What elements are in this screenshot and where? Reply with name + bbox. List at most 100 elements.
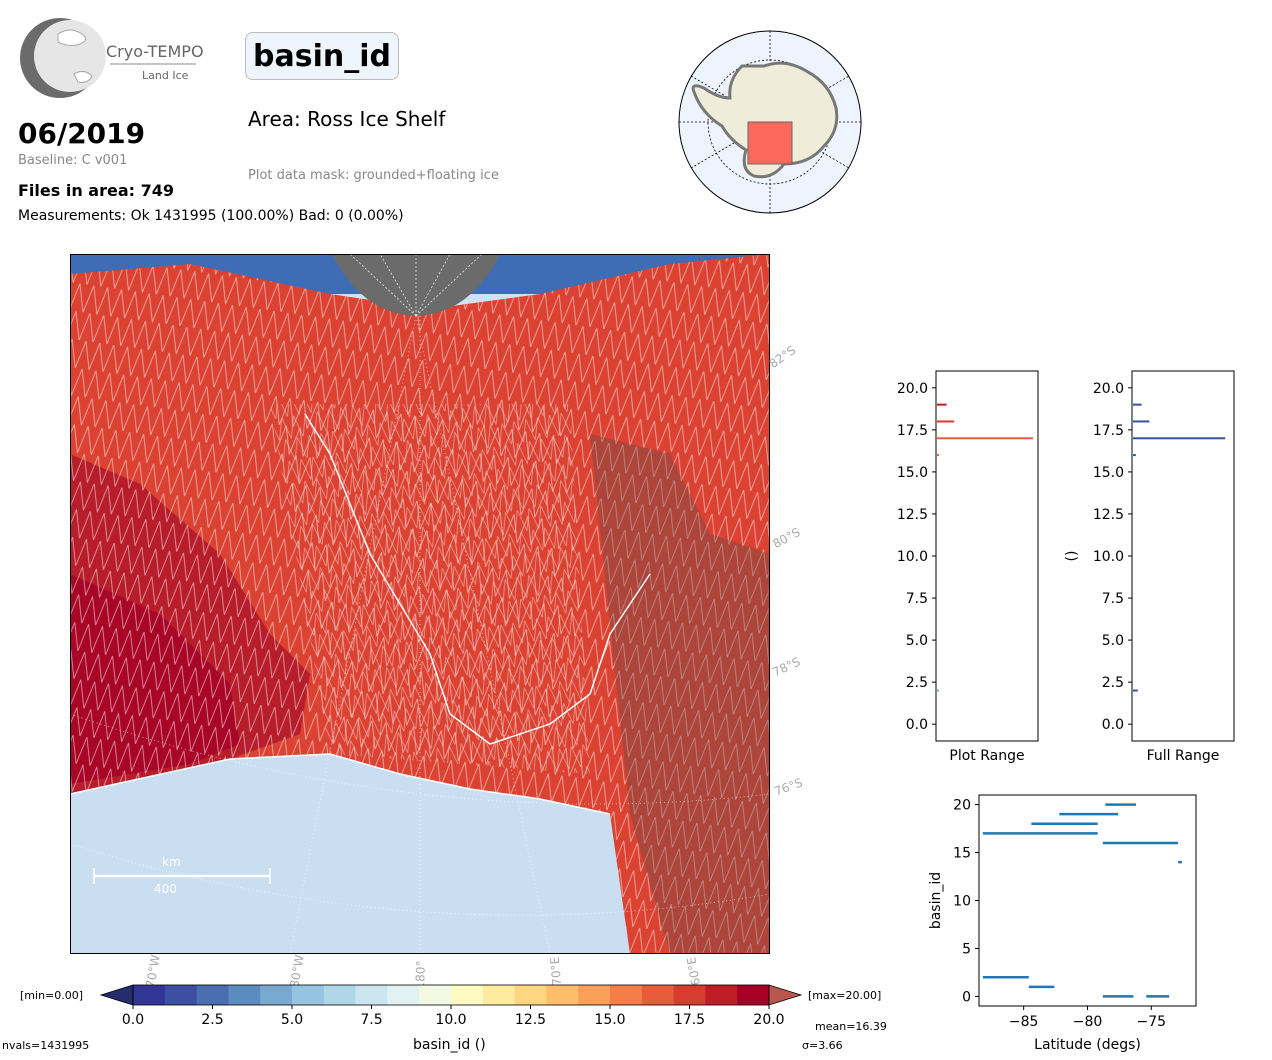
- colorbar-cell: [133, 985, 166, 1005]
- y-tick-label: 10.0: [1093, 549, 1124, 565]
- colorbar-tick-label: 5.0: [281, 1012, 303, 1028]
- colorbar-tick-label: 2.5: [201, 1012, 223, 1028]
- colorbar-min-label: [min=0.00]: [20, 989, 83, 1002]
- y-tick-label: 0.0: [906, 717, 928, 733]
- y-tick-label: 5.0: [906, 633, 928, 649]
- y-tick-label: 0.0: [1102, 717, 1124, 733]
- colorbar-cell: [610, 985, 643, 1005]
- histogram-bar: [1133, 689, 1138, 692]
- files-count: Files in area: 749: [18, 181, 174, 200]
- colorbar-over-arrow: [768, 984, 803, 1006]
- x-tick-label: −75: [1137, 1014, 1167, 1030]
- logo-sub: Land Ice: [142, 69, 189, 82]
- parameter-title: basin_id: [245, 32, 399, 80]
- colorbar-tick-label: 10.0: [435, 1012, 466, 1028]
- lat-label-78: 78°S: [770, 654, 803, 680]
- sigma-label: σ=3.66: [802, 1039, 843, 1052]
- y-tick-label: 20.0: [897, 381, 928, 397]
- colorbar-cell: [673, 985, 706, 1005]
- y-tick-label: 17.5: [1093, 423, 1124, 439]
- logo-moon-icon: Cryo-TEMPO Land Ice: [20, 18, 204, 98]
- colorbar-cell: [228, 985, 261, 1005]
- colorbar-cell: [546, 985, 579, 1005]
- y-tick-label: 15: [953, 846, 971, 862]
- x-tick-label: −80: [1073, 1014, 1103, 1030]
- baseline-label: Baseline: C v001: [18, 153, 128, 168]
- colorbar-cell: [292, 985, 325, 1005]
- cryo-tempo-logo: Cryo-TEMPO Land Ice: [18, 16, 204, 100]
- x-axis-label: Latitude (degs): [1034, 1037, 1141, 1053]
- histogram-bar: [937, 420, 955, 423]
- y-tick-label: 20.0: [1093, 381, 1124, 397]
- histogram-bar: [1133, 420, 1150, 423]
- histogram-bar: [1133, 437, 1226, 440]
- colorbar-cell: [705, 985, 738, 1005]
- colorbar-cell: [578, 985, 611, 1005]
- lat-label-76: 76°S: [772, 775, 805, 799]
- colorbar-cell: [260, 985, 293, 1005]
- scatter-latitude-plot: 0 5 10 15 20 −85 −80 −75 Latitude (degs) basin_id: [928, 794, 1197, 1053]
- colorbar-tick-label: 15.0: [594, 1012, 625, 1028]
- main-map: km 400: [70, 254, 770, 954]
- x-axis-label: Full Range: [1147, 748, 1220, 764]
- scale-bar: km 400: [93, 855, 271, 896]
- colorbar-cell: [355, 985, 388, 1005]
- colorbar-cell: [323, 985, 357, 1005]
- colorbar-tick-label: 0.0: [122, 1012, 144, 1028]
- colorbar-cell: [196, 985, 229, 1005]
- y-tick-label: 5: [962, 941, 971, 957]
- y-tick-label: 12.5: [1093, 507, 1124, 523]
- colorbar-label: basin_id (): [413, 1037, 486, 1053]
- scale-value: 400: [154, 882, 177, 896]
- histogram-bar: [937, 454, 939, 457]
- colorbar-tick-label: 7.5: [360, 1012, 382, 1028]
- colorbar-tick-label: 20.0: [753, 1012, 784, 1028]
- colorbar-under-arrow: [99, 984, 134, 1006]
- y-tick-label: 12.5: [897, 507, 928, 523]
- colorbar-cell: [419, 985, 452, 1005]
- colorbar-cell: [482, 985, 516, 1005]
- scatter-frame: [978, 794, 1197, 1007]
- histogram-frame: [935, 370, 1039, 742]
- nvals-label: nvals=1431995: [2, 1039, 89, 1052]
- y-tick-label: 5.0: [1102, 633, 1124, 649]
- colorbar-max-label: [max=20.00]: [808, 989, 881, 1002]
- colorbar-cell: [387, 985, 420, 1005]
- histogram-full-range: 0.0 2.5 5.0 7.5 10.0 12.5 15.0 17.5 20.0 Full Ran…: [1064, 370, 1235, 764]
- y-tick-label: 10: [953, 894, 971, 910]
- colorbar-cell: [164, 985, 198, 1005]
- area-highlight-box: [747, 121, 793, 165]
- scale-unit: km: [162, 855, 181, 869]
- colorbar-tick-label: 12.5: [515, 1012, 546, 1028]
- lat-label-80: 80°S: [770, 525, 803, 551]
- y-tick-label: 7.5: [906, 591, 928, 607]
- histogram-frame: [1131, 370, 1235, 742]
- histogram-bar: [1133, 454, 1136, 457]
- y-tick-label: 2.5: [1102, 675, 1124, 691]
- y-tick-label: 10.0: [897, 549, 928, 565]
- y-tick-label: 15.0: [897, 465, 928, 481]
- colorbar-tick-label: 17.5: [674, 1012, 705, 1028]
- histogram-bar: [937, 437, 1033, 440]
- colorbar-cell: [514, 985, 547, 1005]
- y-axis-label: basin_id: [928, 872, 944, 929]
- lat-label-82: 82°S: [766, 342, 799, 372]
- histogram-bar: [937, 689, 939, 692]
- y-tick-label: 15.0: [1093, 465, 1124, 481]
- date-label: 06/2019: [18, 117, 146, 150]
- y-tick-label: 17.5: [897, 423, 928, 439]
- histogram-bar: [937, 403, 947, 406]
- colorbar-cell: [451, 985, 484, 1005]
- mean-label: mean=16.39: [815, 1020, 887, 1033]
- colorbar: 0.0 2.5 5.0 7.5 10.0 12.5 15.0 17.5 20.0 [min=0.…: [2, 984, 887, 1053]
- histogram-bar: [1133, 403, 1142, 406]
- y-tick-label: 7.5: [1102, 591, 1124, 607]
- antarctica-inset-map: [678, 30, 862, 214]
- x-tick-label: −85: [1009, 1014, 1039, 1030]
- colorbar-cell: [641, 985, 675, 1005]
- y-tick-label: 2.5: [906, 675, 928, 691]
- mask-label: Plot data mask: grounded+floating ice: [248, 168, 499, 183]
- measurements-summary: Measurements: Ok 1431995 (100.00%) Bad: …: [18, 208, 404, 224]
- colorbar-cell: [737, 985, 770, 1005]
- histogram-plot-range: 0.0 2.5 5.0 7.5 10.0 12.5 15.0 17.5 20.0 Plot Ran…: [897, 370, 1039, 764]
